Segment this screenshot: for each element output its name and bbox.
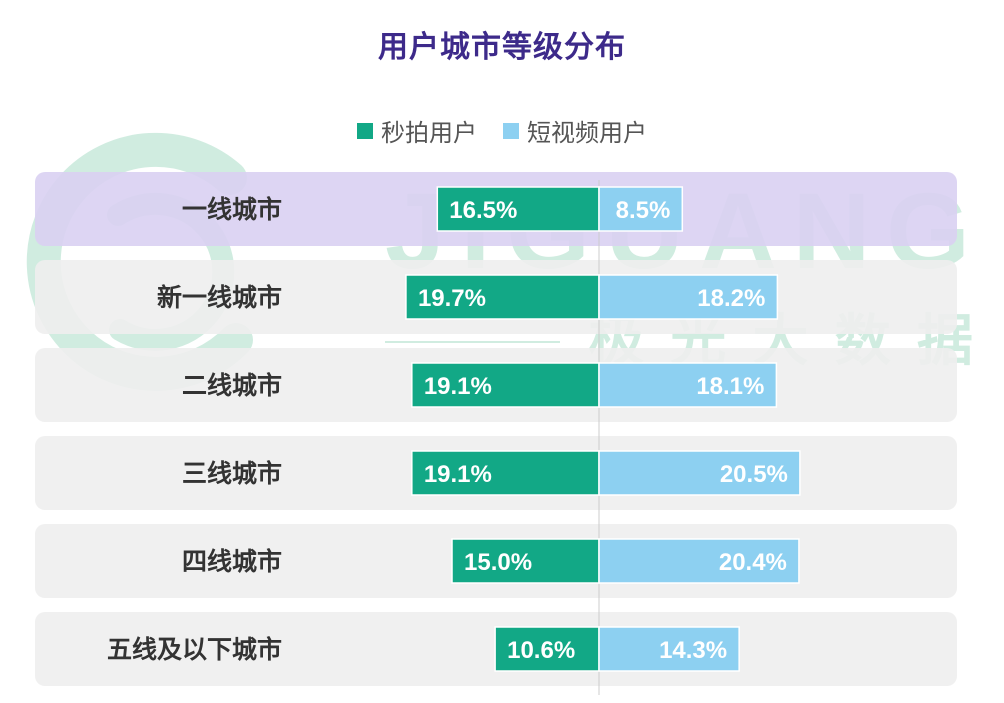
data-label-series-1: 19.1%	[424, 461, 492, 488]
bar-series-2	[598, 274, 779, 320]
bar-series-2	[598, 450, 801, 496]
data-label-series-1: 19.7%	[418, 285, 486, 312]
bar-series-2	[598, 626, 740, 672]
category-label: 二线城市	[182, 371, 282, 400]
bar-series-1	[451, 538, 600, 584]
category-label: 一线城市	[182, 195, 282, 224]
chart-title: 用户城市等级分布	[378, 30, 626, 65]
legend: 秒拍用户 短视频用户	[0, 113, 1004, 148]
data-label-series-2: 20.4%	[719, 549, 787, 576]
legend-label-series-2: 短视频用户	[527, 119, 647, 147]
category-label: 三线城市	[182, 459, 282, 488]
data-label-series-2: 18.1%	[696, 373, 764, 400]
data-label-series-2: 14.3%	[659, 637, 727, 664]
legend-label-series-1: 秒拍用户	[381, 119, 477, 147]
data-label-series-1: 15.0%	[464, 549, 532, 576]
data-label-series-1: 19.1%	[424, 373, 492, 400]
bar-series-1	[436, 186, 600, 232]
category-label: 五线及以下城市	[107, 635, 282, 664]
data-label-series-1: 10.6%	[507, 637, 575, 664]
bar-series-1	[405, 274, 600, 320]
bar-series-1	[411, 362, 600, 408]
bar-series-2	[598, 186, 684, 232]
bar-series-2	[598, 362, 778, 408]
bar-series-2	[598, 538, 800, 584]
legend-item-series-1: 秒拍用户	[357, 113, 477, 148]
legend-item-series-2: 短视频用户	[503, 113, 647, 148]
data-label-series-2: 18.2%	[697, 285, 765, 312]
legend-swatch-series-2	[503, 122, 519, 139]
category-label: 四线城市	[182, 547, 282, 576]
data-label-series-2: 20.5%	[720, 461, 788, 488]
legend-swatch-series-1	[357, 122, 373, 139]
bar-series-1	[411, 450, 600, 496]
category-label: 新一线城市	[157, 283, 282, 312]
data-label-series-1: 16.5%	[449, 197, 517, 224]
data-label-series-2: 8.5%	[616, 197, 671, 224]
